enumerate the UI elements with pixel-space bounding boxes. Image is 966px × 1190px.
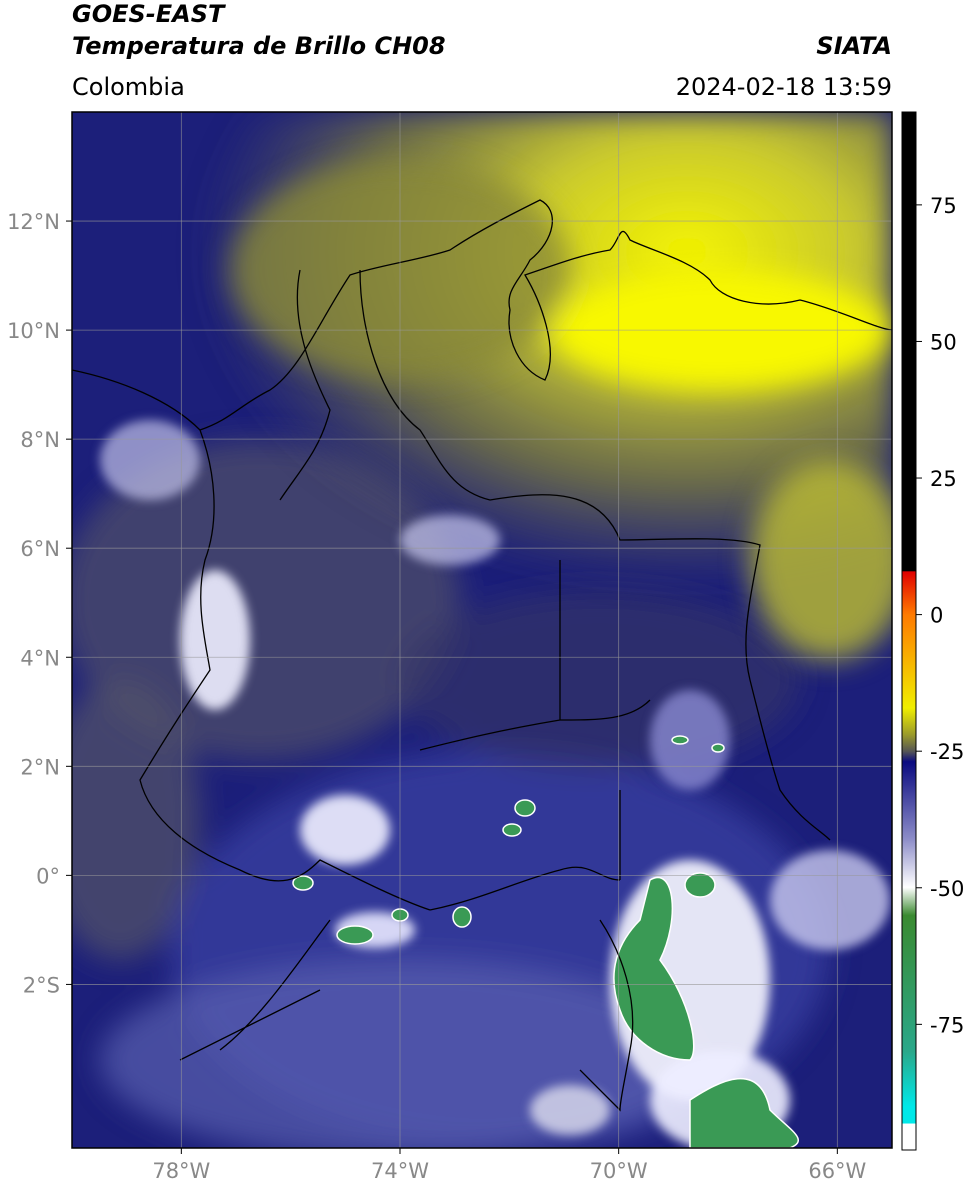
title: GOES-EAST (72, 0, 226, 28)
colorbar-tick-label: 50 (930, 330, 957, 354)
subtitle: Temperatura de Brillo CH08 (72, 32, 446, 60)
colorbar-tick-label: 75 (930, 194, 957, 218)
colorbar-tick-label: -75 (930, 1013, 964, 1037)
y-tick-label: 6°N (20, 537, 60, 561)
map-frame (71, 111, 893, 1149)
source: SIATA (816, 32, 892, 60)
grid (72, 112, 892, 1148)
y-tick-label: 8°N (20, 428, 60, 452)
y-tick-label: 0° (36, 864, 60, 888)
colorbar-tick-label: 25 (930, 467, 957, 491)
x-tick-label: 78°W (152, 1159, 210, 1183)
x-tick-label: 70°W (590, 1159, 648, 1183)
region: Colombia (72, 73, 185, 101)
datetime: 2024-02-18 13:59 (676, 73, 892, 101)
y-tick-label: 12°N (7, 210, 60, 234)
y-tick-label: 4°N (20, 646, 60, 670)
y-tick-label: 2°S (23, 973, 60, 997)
colorbar-tick-label: -25 (930, 740, 964, 764)
coastlines (72, 199, 892, 1112)
satellite-image (72, 112, 892, 1148)
colorbar-tick-label: 0 (930, 604, 943, 628)
x-tick-label: 66°W (808, 1159, 866, 1183)
y-tick-label: 10°N (7, 319, 60, 343)
colorbar-tick-label: -50 (930, 877, 964, 901)
x-tick-label: 74°W (371, 1159, 429, 1183)
y-tick-label: 2°N (20, 755, 60, 779)
colorbar (901, 111, 917, 1151)
